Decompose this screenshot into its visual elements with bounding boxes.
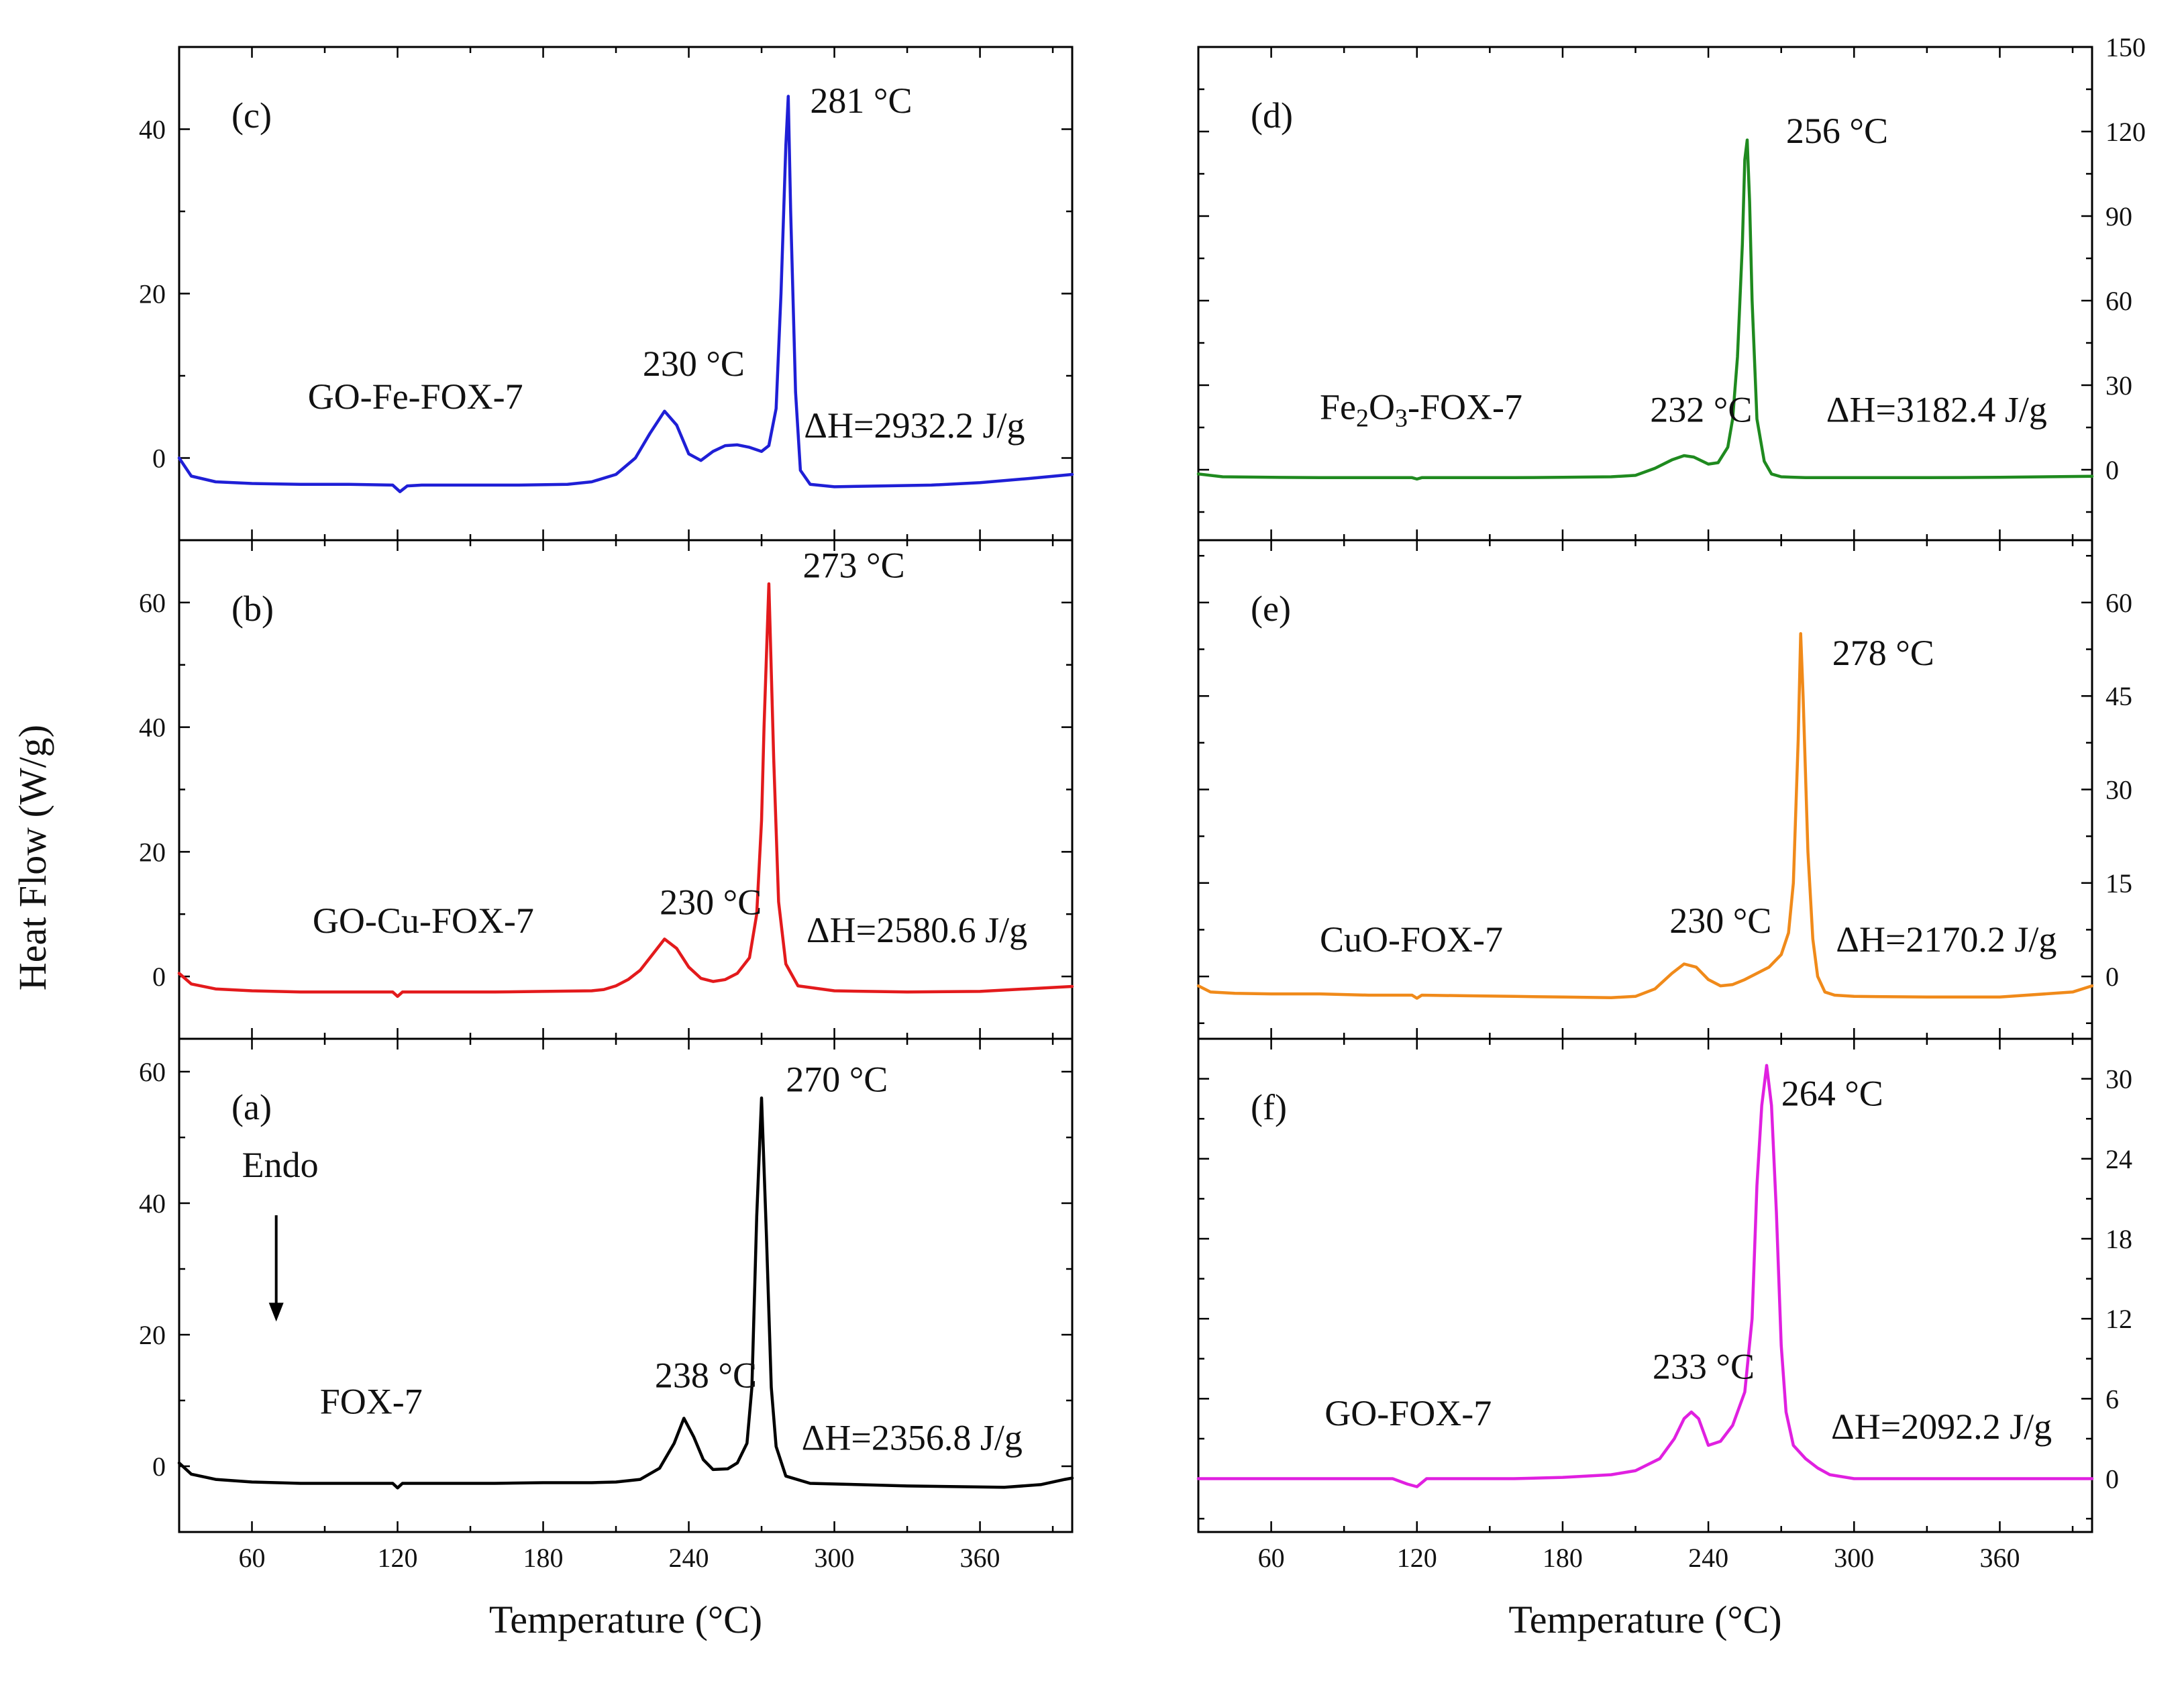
x-tick-label: 300 — [815, 1543, 855, 1573]
x-tick-label: 120 — [1397, 1543, 1437, 1573]
y-tick-label: 0 — [152, 444, 166, 474]
y-tick-label: 30 — [2105, 370, 2132, 401]
x-tick-label: 180 — [523, 1543, 564, 1573]
sample-name-label: GO-Cu-FOX-7 — [313, 901, 534, 941]
y-tick-label: 6 — [2105, 1384, 2119, 1414]
peak-temperature-annotation: 230 °C — [643, 344, 745, 384]
plot-frame — [1197, 46, 2093, 542]
enthalpy-annotation: ΔH=3182.4 J/g — [1826, 390, 2047, 430]
series-line-fox-7 — [177, 1096, 1074, 1490]
plot-frame — [1197, 1037, 2093, 1533]
sample-name-label: CuO-FOX-7 — [1320, 919, 1503, 960]
y-tick-label: 15 — [2105, 868, 2132, 899]
endo-label: Endo — [242, 1145, 319, 1185]
enthalpy-annotation: ΔH=2092.2 J/g — [1831, 1407, 2052, 1447]
y-tick-label: 0 — [2105, 1464, 2119, 1494]
plot-frame — [1197, 539, 2093, 1040]
enthalpy-annotation: ΔH=2932.2 J/g — [804, 405, 1025, 446]
sample-name-label: GO-Fe-FOX-7 — [308, 376, 523, 417]
enthalpy-annotation: ΔH=2356.8 J/g — [802, 1418, 1023, 1458]
y-tick-label: 120 — [2105, 117, 2146, 147]
y-tick-label: 24 — [2105, 1144, 2132, 1174]
panel-label: (d) — [1251, 95, 1293, 136]
y-tick-label: 60 — [139, 1057, 166, 1087]
y-tick-label: 20 — [139, 279, 166, 309]
panel-f: 60 120 180 240 300 360 0 6 12 18 24 30 (f) 264 °C 233 … — [1196, 1037, 2132, 1641]
y-tick-label: 0 — [152, 962, 166, 992]
peak-temperature-annotation: 233 °C — [1653, 1347, 1755, 1387]
y-tick-label: 20 — [139, 837, 166, 867]
y-tick-label: 90 — [2105, 201, 2132, 232]
x-tick-label: 60 — [239, 1543, 266, 1573]
y-tick-label: 0 — [2105, 455, 2119, 485]
peak-temperature-annotation: 270 °C — [786, 1059, 888, 1099]
x-tick-label: 120 — [378, 1543, 418, 1573]
y-axis-title: Heat Flow (W/g) — [11, 725, 54, 990]
y-tick-label: 40 — [139, 713, 166, 743]
plot-frame — [178, 1037, 1074, 1533]
peak-temperature-annotation: 256 °C — [1786, 111, 1888, 151]
y-tick-label: 60 — [2105, 588, 2132, 618]
y-tick-label: 60 — [2105, 286, 2132, 316]
y-tick-label: 40 — [139, 1188, 166, 1219]
peak-temperature-annotation: 230 °C — [660, 882, 762, 922]
y-tick-label: 20 — [139, 1320, 166, 1350]
x-tick-label: 360 — [1979, 1543, 2020, 1573]
y-tick-label: 40 — [139, 115, 166, 145]
x-axis-title: Temperature (°C) — [489, 1598, 762, 1641]
sample-name-label: GO-FOX-7 — [1324, 1393, 1492, 1433]
peak-temperature-annotation: 232 °C — [1650, 390, 1752, 430]
endo-arrow-head — [268, 1303, 284, 1322]
plot-frame — [178, 539, 1074, 1040]
x-tick-label: 300 — [1834, 1543, 1874, 1573]
y-tick-label: 12 — [2105, 1304, 2132, 1334]
y-tick-label: 60 — [139, 588, 166, 618]
peak-temperature-annotation: 264 °C — [1781, 1073, 1883, 1113]
peak-temperature-annotation: 273 °C — [803, 546, 905, 586]
panel-c: 0 20 40 (c) 281 °C 230 °C ΔH=2932.2 J/g GO-Fe-F… — [139, 46, 1074, 542]
peak-temperature-annotation: 238 °C — [655, 1355, 757, 1395]
y-tick-label: 30 — [2105, 775, 2132, 805]
peak-temperature-annotation: 278 °C — [1832, 633, 1934, 673]
series-line-cuo-fox-7 — [1196, 632, 2094, 1000]
sample-name-label: Fe2O3-FOX-7 — [1320, 387, 1522, 432]
x-tick-label: 240 — [1688, 1543, 1728, 1573]
panel-label: (a) — [231, 1087, 272, 1127]
enthalpy-annotation: ΔH=2170.2 J/g — [1836, 919, 2057, 960]
panel-e: 0 15 30 45 60 (e) 278 °C 230 °C ΔH=2170.2 J/g CuO… — [1196, 539, 2132, 1040]
panel-label: (c) — [231, 95, 272, 136]
panel-label: (e) — [1251, 589, 1291, 629]
peak-temperature-annotation: 230 °C — [1669, 901, 1771, 941]
x-tick-label: 240 — [669, 1543, 709, 1573]
series-line-go-fe-fox-7 — [177, 95, 1074, 493]
x-axis-title: Temperature (°C) — [1508, 1598, 1781, 1641]
y-tick-label: 0 — [152, 1451, 166, 1482]
y-tick-label: 0 — [2105, 962, 2119, 992]
enthalpy-annotation: ΔH=2580.6 J/g — [807, 910, 1027, 950]
y-tick-label: 30 — [2105, 1064, 2132, 1094]
panel-b: 0 20 40 60 (b) 273 °C 230 °C ΔH=2580.6 J/g GO-Cu… — [139, 539, 1074, 1040]
panel-label: (f) — [1251, 1087, 1287, 1127]
panel-d: 0 30 60 90 120 150 (d) 256 °C 232 °C ΔH=3182.4 J/… — [1196, 32, 2146, 542]
y-tick-label: 45 — [2105, 681, 2132, 711]
sample-name-label: FOX-7 — [320, 1382, 423, 1422]
x-tick-label: 360 — [960, 1543, 1000, 1573]
peak-temperature-annotation: 281 °C — [810, 81, 912, 121]
series-line-go-cu-fox-7 — [177, 582, 1074, 999]
series-line-go-fox-7 — [1196, 1064, 2094, 1488]
x-tick-label: 180 — [1543, 1543, 1583, 1573]
panel-a: 60 120 180 240 300 360 0 20 40 60 (a) 270 °C 238 °C Δ… — [139, 1037, 1074, 1641]
x-tick-label: 60 — [1258, 1543, 1285, 1573]
series-line-fe2o3-fox-7 — [1196, 138, 2094, 481]
panel-label: (b) — [231, 589, 274, 629]
y-tick-label: 18 — [2105, 1224, 2132, 1254]
y-tick-label: 150 — [2105, 32, 2146, 62]
